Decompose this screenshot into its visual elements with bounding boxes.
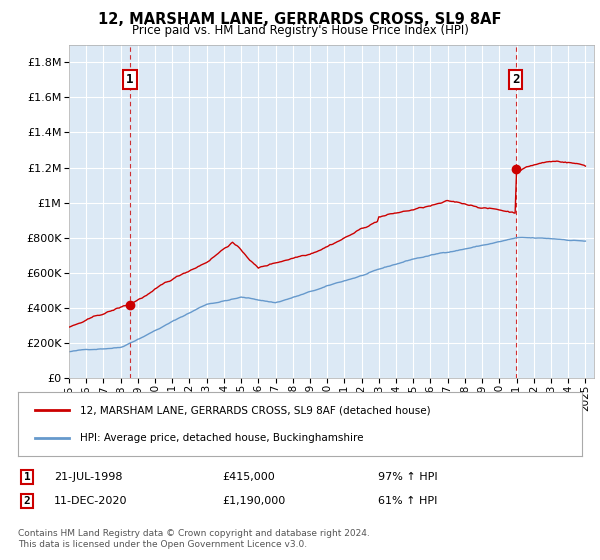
Text: £1,190,000: £1,190,000	[222, 496, 285, 506]
Text: 97% ↑ HPI: 97% ↑ HPI	[378, 472, 437, 482]
Text: 12, MARSHAM LANE, GERRARDS CROSS, SL9 8AF (detached house): 12, MARSHAM LANE, GERRARDS CROSS, SL9 8A…	[80, 405, 431, 415]
Text: 1: 1	[23, 472, 31, 482]
Text: 12, MARSHAM LANE, GERRARDS CROSS, SL9 8AF: 12, MARSHAM LANE, GERRARDS CROSS, SL9 8A…	[98, 12, 502, 27]
Text: Price paid vs. HM Land Registry's House Price Index (HPI): Price paid vs. HM Land Registry's House …	[131, 24, 469, 37]
Text: 2: 2	[23, 496, 31, 506]
Text: HPI: Average price, detached house, Buckinghamshire: HPI: Average price, detached house, Buck…	[80, 433, 364, 444]
Text: 1: 1	[127, 73, 134, 86]
Text: 11-DEC-2020: 11-DEC-2020	[54, 496, 128, 506]
Text: 2: 2	[512, 73, 519, 86]
Text: 21-JUL-1998: 21-JUL-1998	[54, 472, 122, 482]
Text: £415,000: £415,000	[222, 472, 275, 482]
Text: Contains HM Land Registry data © Crown copyright and database right 2024.
This d: Contains HM Land Registry data © Crown c…	[18, 529, 370, 549]
Text: 61% ↑ HPI: 61% ↑ HPI	[378, 496, 437, 506]
